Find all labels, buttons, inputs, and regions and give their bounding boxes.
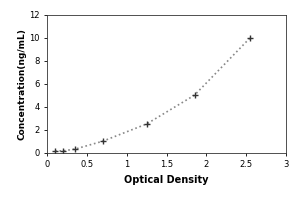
X-axis label: Optical Density: Optical Density bbox=[124, 175, 209, 185]
Y-axis label: Concentration(ng/mL): Concentration(ng/mL) bbox=[17, 28, 26, 140]
